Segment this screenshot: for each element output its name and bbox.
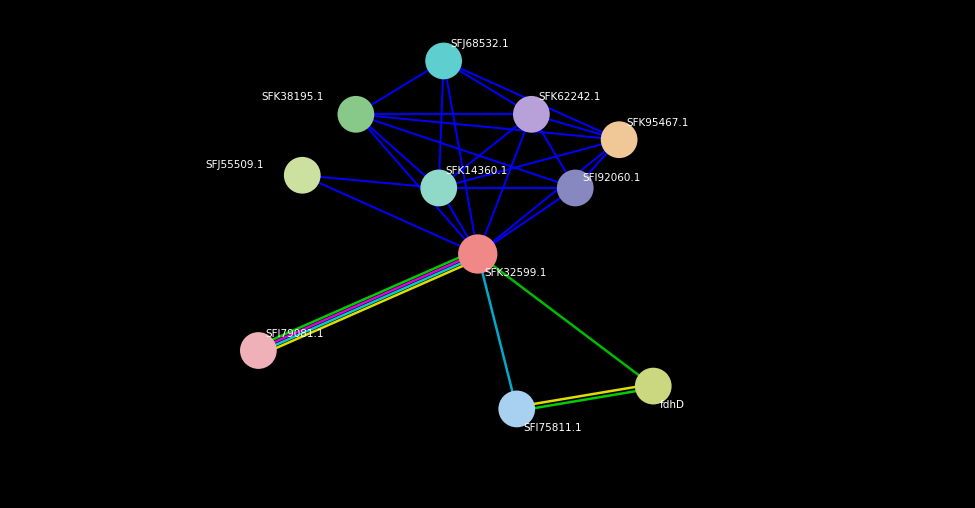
Text: SFJ55509.1: SFJ55509.1 xyxy=(205,161,263,170)
Text: SFK32599.1: SFK32599.1 xyxy=(485,268,547,278)
Point xyxy=(509,405,525,413)
Point xyxy=(524,110,539,118)
Point xyxy=(470,250,486,258)
Point xyxy=(645,382,661,390)
Point xyxy=(611,136,627,144)
Text: SFJ68532.1: SFJ68532.1 xyxy=(450,39,509,49)
Point xyxy=(251,346,266,355)
Text: SFI79081.1: SFI79081.1 xyxy=(265,329,324,339)
Text: SFK62242.1: SFK62242.1 xyxy=(538,92,601,103)
Text: SFK95467.1: SFK95467.1 xyxy=(626,118,688,128)
Point xyxy=(431,184,447,192)
Point xyxy=(567,184,583,192)
Text: SFK38195.1: SFK38195.1 xyxy=(261,92,324,103)
Text: SFI92060.1: SFI92060.1 xyxy=(582,173,641,183)
Point xyxy=(294,171,310,179)
Text: SFI75811.1: SFI75811.1 xyxy=(524,423,582,433)
Point xyxy=(436,57,451,65)
Text: fdhD: fdhD xyxy=(660,400,685,410)
Text: SFK14360.1: SFK14360.1 xyxy=(446,166,508,176)
Point xyxy=(348,110,364,118)
